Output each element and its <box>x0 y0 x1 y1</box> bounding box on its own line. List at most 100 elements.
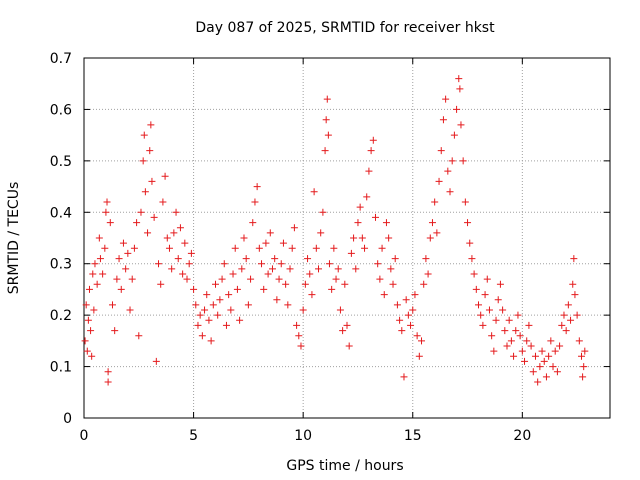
data-point <box>227 306 235 314</box>
data-point <box>404 311 412 319</box>
data-point <box>514 311 522 319</box>
data-point <box>152 357 160 365</box>
data-point <box>464 219 472 227</box>
data-point <box>358 234 366 242</box>
data-point <box>501 327 509 335</box>
data-point <box>304 255 312 263</box>
data-point <box>391 255 399 263</box>
data-point <box>108 301 116 309</box>
data-point <box>356 203 364 211</box>
data-point <box>365 167 373 175</box>
data-point <box>104 378 112 386</box>
data-point <box>187 249 195 257</box>
data-point <box>551 347 559 355</box>
data-point <box>475 301 482 309</box>
data-point <box>130 244 138 252</box>
data-point <box>468 255 476 263</box>
data-point <box>148 177 156 185</box>
data-point <box>183 275 191 283</box>
data-point <box>282 280 290 288</box>
data-point <box>523 337 531 345</box>
data-point <box>442 95 450 103</box>
data-point <box>103 198 111 206</box>
data-point <box>207 337 215 345</box>
data-point <box>96 255 104 263</box>
data-point <box>279 239 287 247</box>
data-point <box>229 270 237 278</box>
data-point <box>380 291 388 299</box>
x-tick-label: 0 <box>80 428 89 444</box>
data-point <box>446 188 454 196</box>
data-point <box>102 208 110 216</box>
data-point <box>330 244 338 252</box>
data-point <box>382 219 390 227</box>
data-point <box>216 296 224 304</box>
data-point <box>81 337 89 345</box>
data-point <box>424 270 432 278</box>
data-point <box>387 265 395 273</box>
y-tick-label: 0.2 <box>50 308 72 324</box>
data-point <box>492 316 500 324</box>
data-point <box>453 105 461 113</box>
y-tick-label: 0 <box>63 411 72 427</box>
data-point <box>176 224 184 232</box>
data-point <box>137 208 145 216</box>
data-point <box>198 332 206 340</box>
data-point <box>240 234 248 242</box>
y-tick-label: 0.3 <box>50 257 72 273</box>
data-point <box>457 121 465 129</box>
data-point <box>244 301 252 309</box>
data-point <box>249 219 257 227</box>
data-point <box>194 321 202 329</box>
data-point <box>255 244 263 252</box>
data-point <box>192 301 200 309</box>
data-point <box>389 280 397 288</box>
data-point <box>286 265 294 273</box>
data-point <box>122 265 130 273</box>
data-point <box>531 352 539 360</box>
data-point <box>315 265 323 273</box>
data-point <box>325 260 333 268</box>
data-point <box>459 157 467 165</box>
data-point <box>439 116 447 124</box>
data-point <box>301 280 309 288</box>
data-point <box>345 342 353 350</box>
x-tick-label: 10 <box>294 428 312 444</box>
data-point <box>435 177 443 185</box>
data-point <box>418 337 426 345</box>
data-point <box>317 229 325 237</box>
data-point <box>540 357 548 365</box>
grid <box>84 58 610 418</box>
data-point <box>253 183 261 191</box>
data-point <box>494 296 502 304</box>
data-point <box>117 285 125 293</box>
data-point <box>222 321 230 329</box>
chart-title: Day 087 of 2025, SRMTID for receiver hks… <box>195 20 495 36</box>
data-point <box>310 188 318 196</box>
data-point <box>534 378 542 386</box>
data-point <box>214 311 222 319</box>
data-point <box>288 244 296 252</box>
data-point <box>428 219 436 227</box>
data-point <box>490 347 498 355</box>
data-point <box>347 249 355 257</box>
data-point <box>91 260 99 268</box>
data-point <box>496 280 504 288</box>
data-point <box>260 285 268 293</box>
data-point <box>481 291 489 299</box>
data-point <box>212 280 219 288</box>
data-point <box>422 255 430 263</box>
data-point <box>503 342 511 350</box>
data-point <box>147 121 155 129</box>
data-point <box>319 208 327 216</box>
data-point <box>231 244 239 252</box>
data-point <box>163 234 171 242</box>
data-point <box>376 275 384 283</box>
data-point <box>369 136 377 144</box>
data-point <box>144 229 152 237</box>
data-point <box>264 270 272 278</box>
data-point <box>295 332 303 340</box>
data-point <box>95 234 103 242</box>
data-point <box>444 167 452 175</box>
